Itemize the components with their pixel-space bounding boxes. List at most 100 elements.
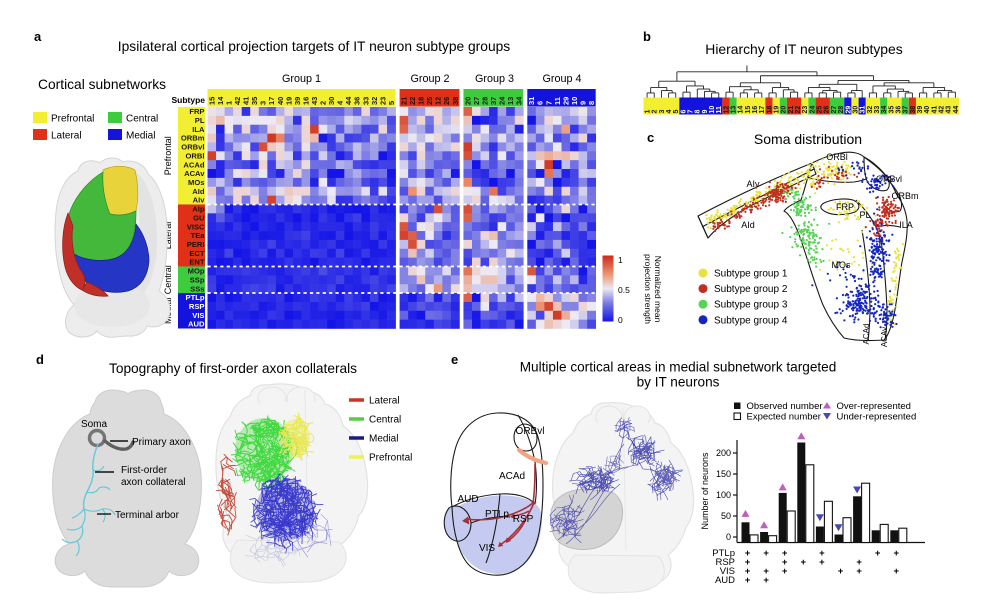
svg-text:+: +: [801, 557, 807, 568]
svg-text:13: 13: [731, 106, 738, 114]
svg-text:22: 22: [408, 97, 417, 105]
svg-text:26: 26: [824, 106, 831, 114]
svg-text:22: 22: [795, 106, 802, 114]
svg-text:2: 2: [319, 101, 328, 105]
svg-text:28: 28: [838, 106, 845, 114]
svg-text:37: 37: [489, 97, 498, 105]
svg-text:ENT: ENT: [189, 258, 205, 267]
svg-text:1: 1: [618, 255, 623, 265]
svg-text:PTLp: PTLp: [186, 293, 205, 302]
svg-text:e: e: [451, 352, 458, 367]
svg-text:30: 30: [852, 106, 859, 114]
svg-text:37: 37: [903, 106, 910, 114]
svg-text:42: 42: [233, 97, 242, 105]
svg-text:ACAv: ACAv: [880, 327, 889, 347]
svg-text:+: +: [782, 566, 788, 577]
svg-text:13: 13: [506, 97, 515, 105]
svg-text:PL: PL: [859, 210, 870, 220]
svg-text:ORBl: ORBl: [826, 152, 848, 162]
svg-text:16: 16: [301, 97, 310, 105]
svg-text:5: 5: [387, 101, 396, 105]
svg-text:19: 19: [774, 106, 781, 114]
svg-text:34: 34: [881, 106, 888, 114]
svg-text:24: 24: [498, 96, 507, 105]
svg-text:Medial: Medial: [369, 434, 398, 445]
svg-text:Prefrontal: Prefrontal: [369, 453, 412, 464]
svg-text:9: 9: [578, 101, 587, 105]
svg-text:Subtype group 1: Subtype group 1: [714, 269, 788, 280]
svg-text:Subtype group 2: Subtype group 2: [714, 284, 788, 295]
svg-text:VIS: VIS: [479, 543, 495, 554]
svg-text:ACAv: ACAv: [184, 169, 205, 178]
svg-text:20: 20: [463, 97, 472, 105]
svg-text:+: +: [838, 566, 844, 577]
svg-text:MOs: MOs: [832, 260, 851, 270]
svg-text:AUD: AUD: [188, 320, 205, 329]
svg-text:21: 21: [788, 106, 795, 114]
svg-text:12: 12: [434, 97, 443, 105]
svg-text:Hierarchy of IT neuron subtype: Hierarchy of IT neuron subtypes: [705, 41, 902, 57]
svg-text:0: 0: [618, 315, 623, 325]
svg-text:36: 36: [895, 106, 902, 114]
svg-text:ACAd: ACAd: [183, 160, 204, 169]
svg-text:Normalized mean: Normalized mean: [653, 256, 663, 323]
svg-text:27: 27: [472, 97, 481, 105]
svg-text:Group 4: Group 4: [542, 73, 581, 85]
svg-text:17: 17: [267, 97, 276, 105]
svg-text:1: 1: [644, 110, 651, 114]
svg-text:41: 41: [931, 106, 938, 114]
svg-text:ILA: ILA: [899, 220, 913, 230]
svg-text:AIv: AIv: [193, 196, 206, 205]
svg-text:First-order: First-order: [121, 465, 168, 476]
svg-text:VIS: VIS: [720, 566, 735, 577]
svg-text:Prefrontal: Prefrontal: [51, 114, 94, 125]
svg-text:17: 17: [759, 106, 766, 114]
svg-text:AIp: AIp: [192, 205, 205, 214]
svg-text:+: +: [819, 557, 825, 568]
svg-text:Terminal arbor: Terminal arbor: [115, 510, 180, 521]
svg-text:Lateral: Lateral: [369, 396, 400, 407]
svg-text:projection strength: projection strength: [643, 254, 653, 324]
svg-text:8: 8: [587, 101, 596, 105]
svg-text:10: 10: [570, 97, 579, 105]
svg-text:RSP: RSP: [513, 514, 534, 525]
svg-text:24: 24: [809, 106, 816, 114]
svg-text:b: b: [643, 29, 651, 44]
svg-text:PL: PL: [195, 116, 205, 125]
svg-text:11: 11: [716, 106, 723, 114]
svg-text:Number of neurons: Number of neurons: [700, 452, 710, 530]
svg-text:axon collateral: axon collateral: [121, 477, 185, 488]
svg-text:by IT neurons: by IT neurons: [637, 375, 720, 390]
svg-text:3: 3: [659, 110, 666, 114]
svg-text:Group 3: Group 3: [475, 73, 514, 85]
svg-text:Group 1: Group 1: [282, 73, 321, 85]
svg-text:18: 18: [766, 106, 773, 114]
svg-text:4: 4: [336, 100, 345, 105]
svg-text:23: 23: [378, 97, 387, 105]
svg-text:34: 34: [515, 96, 524, 105]
svg-text:PTLp: PTLp: [485, 509, 509, 520]
svg-text:Subtype: Subtype: [171, 95, 205, 105]
svg-text:+: +: [745, 557, 751, 568]
svg-text:23: 23: [802, 106, 809, 114]
svg-text:Subtype group 3: Subtype group 3: [714, 300, 788, 311]
svg-text:ORBvl: ORBvl: [516, 426, 545, 437]
svg-text:ACAd: ACAd: [499, 471, 525, 482]
svg-text:8: 8: [695, 110, 702, 114]
svg-text:150: 150: [716, 469, 731, 479]
svg-text:+: +: [745, 566, 751, 577]
svg-text:ORBvl: ORBvl: [876, 174, 902, 184]
svg-text:29: 29: [845, 106, 852, 114]
svg-text:14: 14: [216, 96, 225, 105]
svg-text:27: 27: [831, 106, 838, 114]
svg-text:21: 21: [399, 97, 408, 105]
svg-text:Over-represented: Over-represented: [837, 401, 911, 412]
svg-text:d: d: [36, 352, 44, 367]
svg-text:Group 2: Group 2: [410, 73, 449, 85]
svg-text:ACAd: ACAd: [862, 324, 871, 345]
svg-text:16: 16: [752, 106, 759, 114]
svg-text:Observed number: Observed number: [747, 401, 823, 412]
svg-text:+: +: [763, 566, 769, 577]
svg-text:SSp: SSp: [190, 275, 205, 284]
svg-text:43: 43: [946, 106, 953, 114]
